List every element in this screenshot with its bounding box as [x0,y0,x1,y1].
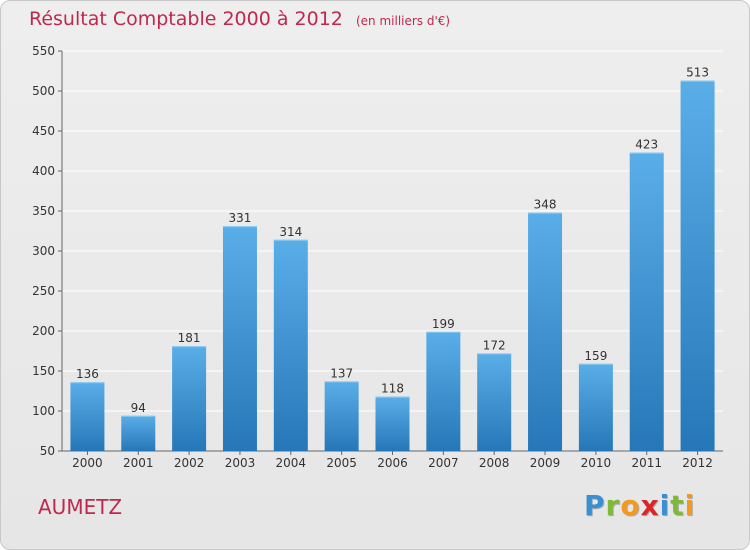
chart-subtitle: (en milliers d'€) [355,14,451,28]
logo-letter: r [605,489,621,522]
x-tick-label-2008: 2008 [479,456,510,470]
x-tick-label-2012: 2012 [682,456,713,470]
bar-2003 [222,226,257,451]
y-tick-label-200: 200 [32,324,55,338]
y-tick-label-500: 500 [32,84,55,98]
bar-2007 [426,331,461,451]
bar-layer [70,80,715,451]
x-tick-label-2005: 2005 [326,456,357,470]
x-tick-label-2003: 2003 [225,456,256,470]
data-label-2003: 331 [229,211,252,225]
bar-2010 [578,363,613,451]
logo-letter: P [584,489,606,522]
y-tick-label-450: 450 [32,124,55,138]
data-label-2000: 136 [76,367,99,381]
logo-letter: o [620,489,641,522]
x-tick-label-2011: 2011 [631,456,662,470]
data-label-2008: 172 [483,338,506,352]
commune-name: AUMETZ [38,495,123,519]
data-label-2005: 137 [330,366,353,380]
logo-letter: i [659,489,671,522]
data-label-2009: 348 [534,198,557,212]
bar-2009 [528,212,563,451]
bar-2012 [680,80,715,451]
data-label-2010: 159 [584,349,607,363]
bar-2002 [172,346,207,451]
y-tick-label-250: 250 [32,284,55,298]
data-label-2001: 94 [131,401,146,415]
label-layer: 136 94 181 331 314 137 118 199 172 348 159 423 513 [76,66,709,415]
bar-2006 [375,396,410,451]
x-tick-label-2002: 2002 [174,456,205,470]
bar-2000 [70,382,105,451]
bar-2005 [324,381,359,451]
x-tick-label-2010: 2010 [581,456,612,470]
y-tick-label-400: 400 [32,164,55,178]
y-tick-label-550: 550 [32,44,55,58]
data-label-2012: 513 [686,66,709,80]
data-label-2004: 314 [279,225,302,239]
bar-2011 [629,152,664,451]
y-tick-label-300: 300 [32,244,55,258]
chart-title: Résultat Comptable 2000 à 2012 [29,8,343,30]
x-tick-label-2007: 2007 [428,456,459,470]
x-tick-label-2001: 2001 [123,456,154,470]
y-tick-label-50: 50 [40,444,55,458]
data-label-2007: 199 [432,317,455,331]
data-label-2002: 181 [178,331,201,345]
logo-letter: i [684,489,696,522]
logo-letter: x [640,489,660,522]
y-tick-label-100: 100 [32,404,55,418]
x-tick-label-2000: 2000 [72,456,103,470]
bar-2008 [477,353,512,451]
x-tick-label-2004: 2004 [276,456,307,470]
x-tick-label-2006: 2006 [377,456,408,470]
bar-2001 [121,415,156,451]
bar-2004 [273,239,308,451]
data-label-2006: 118 [381,382,404,396]
logo-letter: t [670,489,685,522]
proxiti-logo: Proxiti [584,489,695,522]
title-row: Résultat Comptable 2000 à 2012 (en milli… [29,8,450,30]
data-label-2011: 423 [635,138,658,152]
x-tick-label-2009: 2009 [530,456,561,470]
y-tick-label-350: 350 [32,204,55,218]
y-tick-label-150: 150 [32,364,55,378]
